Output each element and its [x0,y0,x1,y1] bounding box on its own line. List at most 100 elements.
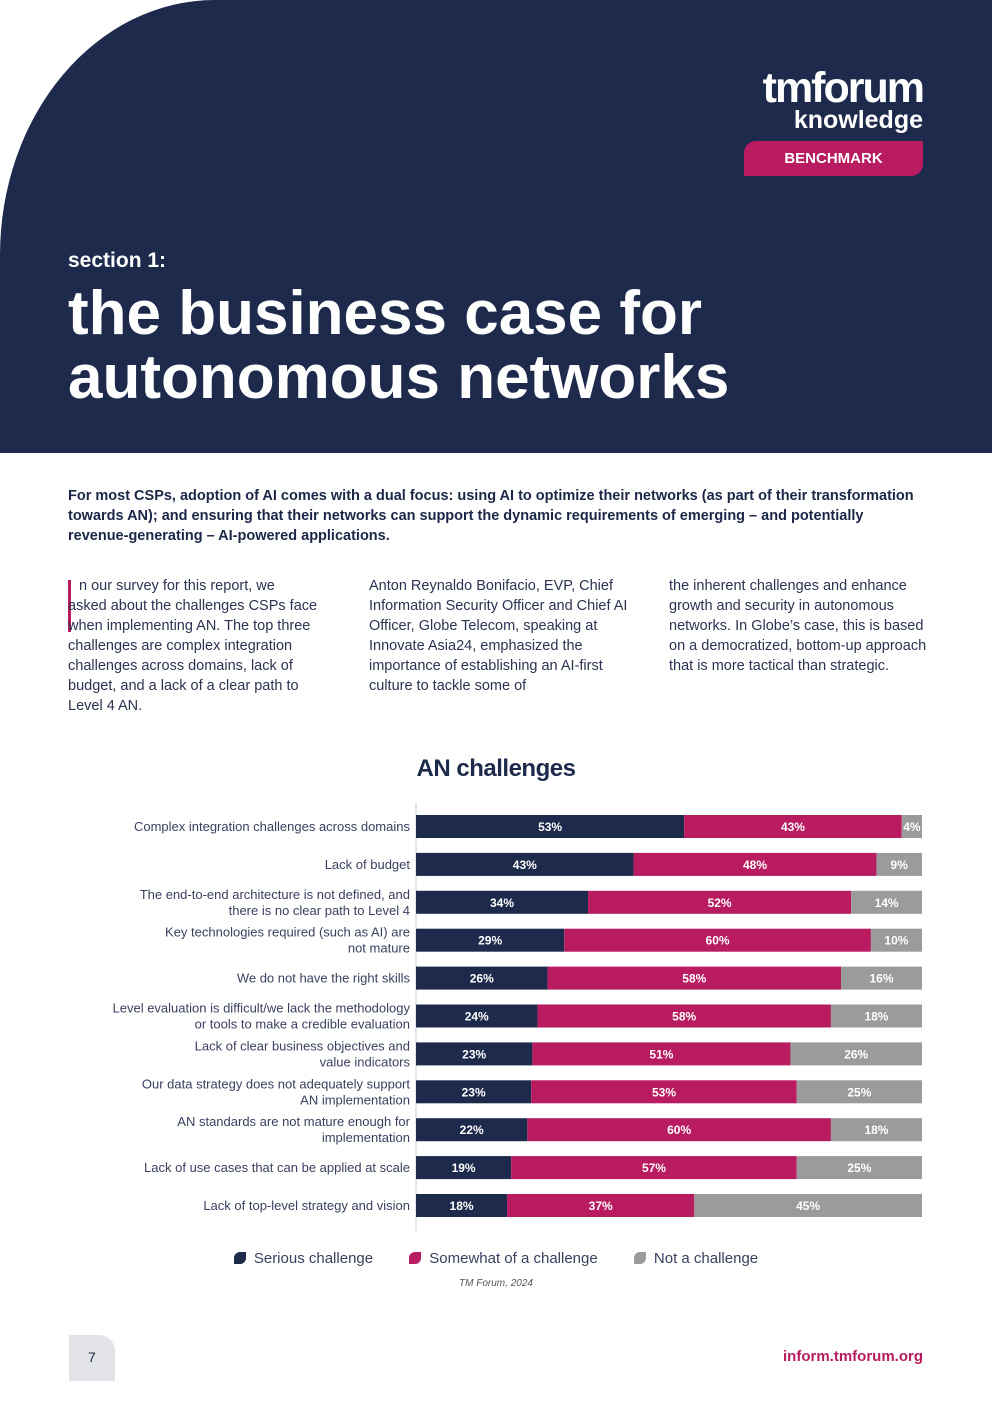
category-label: Level evaluation is difficult/we lack th… [113,1001,411,1032]
bar-value-label: 19% [452,1161,476,1175]
bar-segment-not-a-challenge [870,928,922,952]
bar-value-label: 18% [450,1199,474,1213]
bar-value-label: 58% [682,972,706,986]
bar-value-label: 16% [870,972,894,986]
bar-segment-somewhat-of-a-challenge [527,1118,831,1142]
bar-value-label: 25% [847,1085,871,1099]
bar-value-label: 10% [884,934,908,948]
chart-legend: Serious challenge Somewhat of a challeng… [0,1250,992,1267]
bar-value-label: 26% [470,972,494,986]
bar-value-label: 4% [903,820,921,834]
tmforum-logo: tmforum knowledge [762,64,925,134]
lede-paragraph: For most CSPs, adoption of AI comes with… [68,488,914,544]
an-challenges-chart: Complex integration challenges across do… [113,803,922,1231]
bar-value-label: 18% [864,1010,888,1024]
legend-swatch-icon [409,1252,422,1264]
bar-segment-serious-challenge [416,1118,528,1142]
bar-segment-serious-challenge [416,966,548,990]
bar-segment-somewhat-of-a-challenge [511,1156,797,1180]
bar-segment-not-a-challenge [830,1118,922,1142]
title-line-1: the business case for [68,279,703,348]
logo-main-text: tmforum [762,64,925,112]
body-column-3: the inherent challenges and enhance grow… [669,578,927,674]
legend-item-serious: Serious challenge [233,1250,374,1267]
bar-segment-not-a-challenge [841,966,922,990]
bar-segment-not-a-challenge [796,1156,922,1180]
legend-item-not: Not a challenge [633,1250,759,1267]
bar-value-label: 45% [796,1199,820,1213]
bar-segment-serious-challenge [416,1156,512,1180]
bar-value-label: 34% [490,896,514,910]
bar-value-label: 9% [891,858,909,872]
page-title: the business case for autonomous network… [68,282,948,410]
category-label: Lack of budget [325,857,411,872]
bar-value-label: 43% [781,820,805,834]
bar-value-label: 24% [465,1010,489,1024]
bar-segment-serious-challenge [416,1080,532,1104]
bar-value-label: 29% [478,934,502,948]
column-1-text: asked about the challenges CSPs face whe… [68,598,318,714]
bar-segment-somewhat-of-a-challenge [547,966,842,990]
bar-segment-somewhat-of-a-challenge [633,852,877,876]
bar-value-label: 58% [672,1010,696,1024]
category-label: Key technologies required (such as AI) a… [165,925,410,956]
bar-segment-not-a-challenge [694,1194,922,1217]
bar-value-label: 22% [460,1123,484,1137]
chart-title: AN challenges [416,755,576,782]
page-number: 7 [88,1349,96,1365]
bar-value-label: 53% [652,1085,676,1099]
bar-segment-somewhat-of-a-challenge [531,1080,797,1104]
bar-value-label: 26% [844,1047,868,1061]
bar-segment-somewhat-of-a-challenge [532,1042,791,1066]
bar-segment-not-a-challenge [876,852,922,876]
category-label: Lack of use cases that can be applied at… [144,1160,410,1175]
bar-segment-somewhat-of-a-challenge [588,890,852,914]
body-column-1: n our survey for this report, we asked a… [68,576,330,716]
bar-value-label: 53% [538,820,562,834]
bar-value-label: 14% [875,896,899,910]
bar-value-label: 60% [667,1123,691,1137]
category-label: Lack of clear business objectives and val… [195,1038,411,1069]
chart-source: TM Forum, 2024 [459,1278,533,1289]
bar-segment-not-a-challenge [790,1042,922,1066]
bar-value-label: 23% [462,1047,486,1061]
bar-segment-serious-challenge [416,1004,538,1028]
footer-site-link[interactable]: inform.tmforum.org [783,1348,923,1365]
bar-value-label: 51% [649,1047,673,1061]
category-label: Our data strategy does not adequately su… [142,1076,411,1107]
bar-value-label: 60% [706,934,730,948]
section-label: section 1: [68,249,167,272]
bar-segment-somewhat-of-a-challenge [537,1004,831,1028]
bar-value-label: 23% [462,1085,486,1099]
bar-value-label: 18% [864,1123,888,1137]
header-banner: tmforum knowledge BENCHMARK section 1: t… [0,0,992,453]
legend-label: Not a challenge [653,1250,759,1267]
bar-segment-serious-challenge [416,1042,533,1066]
benchmark-badge: BENCHMARK [744,141,923,176]
column-1-first-line: n our survey for this report, we [79,578,275,594]
bar-segment-not-a-challenge [830,1004,922,1028]
bar-value-label: 43% [513,858,537,872]
legend-swatch-icon [633,1252,646,1264]
logo-sub-text: knowledge [793,106,923,134]
legend-label: Somewhat of a challenge [429,1250,598,1267]
bar-value-label: 52% [708,896,732,910]
category-label: AN standards are not mature enough for im… [177,1114,410,1145]
legend-label: Serious challenge [253,1250,374,1267]
bar-value-label: 25% [847,1161,871,1175]
dropcap-i-bar [68,580,71,632]
bar-segment-not-a-challenge [851,890,922,914]
body-column-2: Anton Reynaldo Bonifacio, EVP, Chief Inf… [369,578,628,694]
bar-value-label: 57% [642,1161,666,1175]
bar-segment-not-a-challenge [901,815,922,838]
bar-segment-not-a-challenge [796,1080,922,1104]
bar-segment-serious-challenge [416,852,634,876]
bar-value-label: 48% [743,858,767,872]
bar-segment-serious-challenge [416,928,565,952]
legend-swatch-icon [233,1252,246,1264]
bar-value-label: 37% [589,1199,613,1213]
bar-segment-serious-challenge [416,815,685,838]
category-label: The end-to-end architecture is not defin… [140,887,410,918]
bar-segment-serious-challenge [416,1194,508,1217]
bar-segment-somewhat-of-a-challenge [564,928,871,952]
